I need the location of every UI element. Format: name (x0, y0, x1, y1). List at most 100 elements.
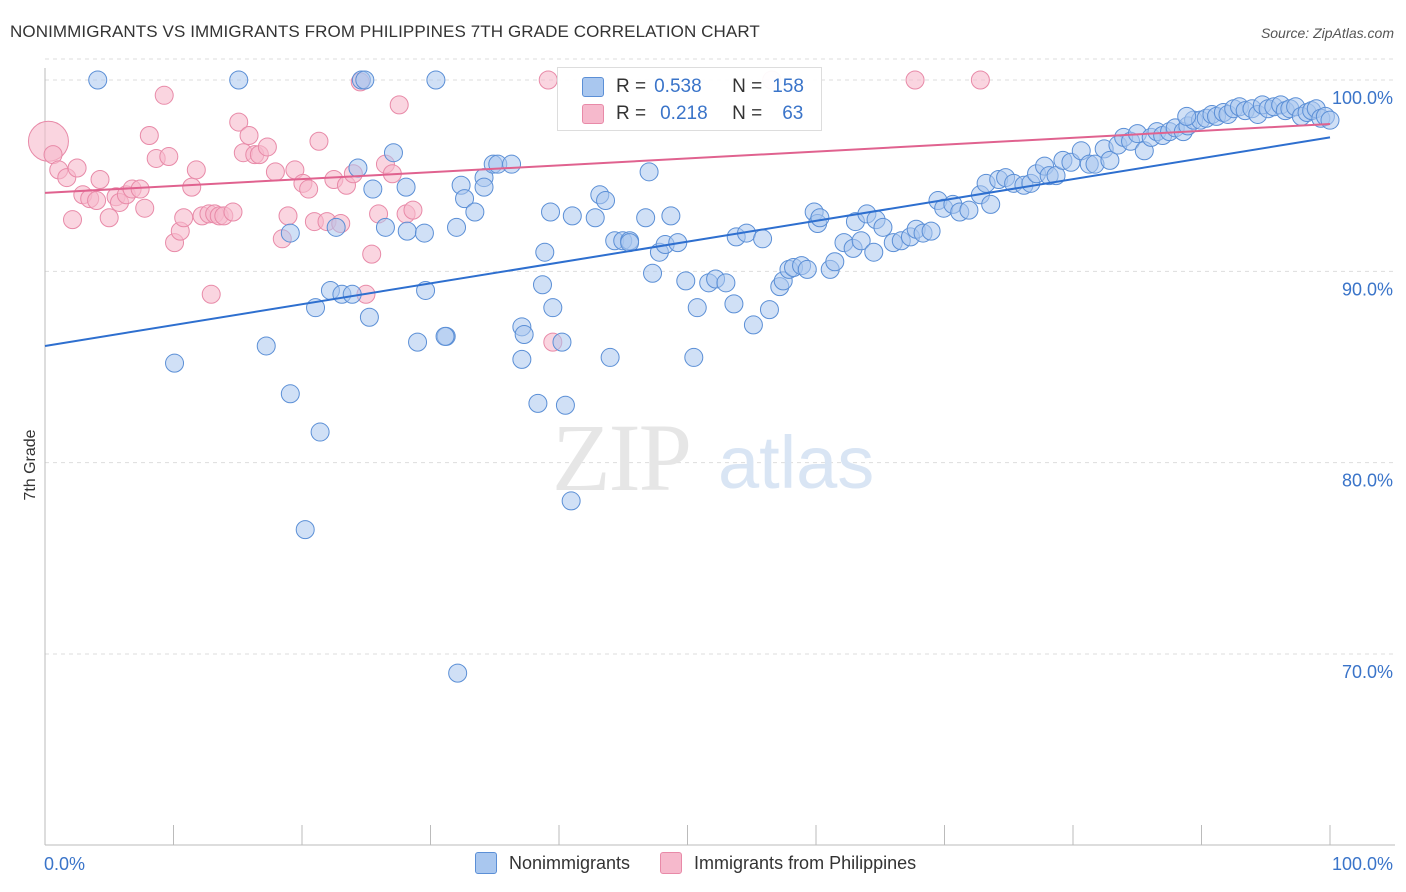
immigrants-points (27, 70, 990, 352)
nonimmigrants-point (753, 229, 773, 249)
nonimmigrants-point (532, 275, 552, 295)
nonimmigrants-point (864, 242, 884, 262)
legend-n-label: N = (732, 76, 763, 97)
nonimmigrants-point (383, 143, 403, 163)
immigrants-point (265, 162, 285, 182)
watermark: ZIP atlas (552, 404, 874, 511)
immigrants-point (159, 147, 179, 167)
source-label: Source: ZipAtlas.com (1260, 25, 1394, 41)
y-tick-label: 80.0% (1342, 471, 1393, 491)
nonimmigrants-point (512, 349, 532, 369)
immigrants-point (201, 284, 221, 304)
correlation-legend: R = 0.538 N = 158 R = 0.218 N = 63 (557, 67, 822, 131)
watermark-atlas: atlas (718, 421, 874, 504)
tick-labels: 70.0% 80.0% 90.0% 100.0% 0.0% 100.0% (44, 88, 1393, 874)
legend-n-label: N = (732, 103, 763, 124)
nonimmigrants-point (636, 208, 656, 228)
legend-r-value: 0.218 (660, 103, 708, 124)
nonimmigrants-point (981, 194, 1001, 214)
legend-row-nonimmigrants: R = 0.538 N = 158 (582, 75, 804, 99)
nonimmigrants-point (600, 347, 620, 367)
legend-item-nonimmigrants: Nonimmigrants (475, 852, 630, 874)
nonimmigrants-point (359, 307, 379, 327)
nonimmigrants-point (447, 217, 467, 237)
legend-row-immigrants: R = 0.218 N = 63 (582, 102, 803, 126)
immigrants-point (87, 191, 107, 211)
immigrants-point (223, 202, 243, 222)
immigrants-point (278, 206, 298, 226)
nonimmigrants-point (643, 263, 663, 283)
immigrants-point (90, 169, 110, 189)
immigrants-point (257, 137, 277, 157)
immigrants-point (182, 177, 202, 197)
nonimmigrants-point (397, 221, 417, 241)
nonimmigrants-point (543, 298, 563, 318)
nonimmigrants-point (1100, 150, 1120, 170)
nonimmigrants-point (759, 300, 779, 320)
immigrants-point (362, 244, 382, 264)
immigrants-point (139, 125, 159, 145)
legend-label: Immigrants from Philippines (694, 852, 917, 873)
nonimmigrants-point (348, 158, 368, 178)
legend-swatch-blue (475, 852, 497, 874)
nonimmigrants-point (408, 332, 428, 352)
y-tick-label: 90.0% (1342, 279, 1393, 299)
legend-r-value: 0.538 (654, 76, 702, 97)
axes (44, 68, 1395, 846)
nonimmigrants-point (448, 663, 468, 683)
legend-swatch-blue (582, 77, 604, 97)
nonimmigrants-point (810, 208, 830, 228)
trend-lines (44, 123, 1331, 347)
immigrants-point (63, 210, 83, 230)
legend-swatch-pink (660, 852, 683, 874)
immigrants-point (239, 125, 259, 145)
nonimmigrants-point (596, 191, 616, 211)
legend-swatch-pink (582, 104, 604, 124)
nonimmigrants-point (363, 179, 383, 199)
nonimmigrants-point (355, 70, 375, 90)
nonimmigrants-point (797, 259, 817, 279)
nonimmigrants-point (562, 206, 582, 226)
nonimmigrants-point (514, 324, 534, 344)
y-tick-label: 70.0% (1342, 662, 1393, 682)
nonimmigrants-point (426, 70, 446, 90)
nonimmigrants-point (396, 177, 416, 197)
nonimmigrants-point (1320, 110, 1340, 130)
nonimmigrants-point (620, 233, 640, 253)
nonimmigrants-point (474, 177, 494, 197)
nonimmigrants-point (921, 221, 941, 241)
immigrants-point (186, 160, 206, 180)
nonimmigrants-point (873, 217, 893, 237)
nonimmigrants-point (310, 422, 330, 442)
legend-item-immigrants: Immigrants from Philippines (660, 852, 916, 874)
nonimmigrants-point (256, 336, 276, 356)
nonimmigrants-point (165, 353, 185, 373)
nonimmigrants-point (851, 231, 871, 251)
nonimmigrants-point (639, 162, 659, 182)
nonimmigrants-point (724, 294, 744, 314)
nonimmigrants-point (435, 326, 455, 346)
immigrants-point (99, 208, 119, 228)
nonimmigrants-point (1177, 106, 1197, 126)
nonimmigrants-point (687, 298, 707, 318)
nonimmigrants-point (465, 202, 485, 222)
nonimmigrants-point (455, 189, 475, 209)
nonimmigrants-point (414, 223, 434, 243)
immigrants-trend-line (44, 123, 1331, 194)
nonimmigrants-point (326, 217, 346, 237)
immigrants-point (299, 179, 319, 199)
immigrants-point (154, 85, 174, 105)
nonimmigrants-point (88, 70, 108, 90)
immigrants-point (970, 70, 990, 90)
y-axis-label: 7th Grade (22, 429, 39, 500)
nonimmigrants-point (561, 491, 581, 511)
nonimmigrants-point (280, 384, 300, 404)
nonimmigrants-point (541, 202, 561, 222)
nonimmigrants-trend-line (44, 136, 1331, 347)
nonimmigrants-point (684, 347, 704, 367)
immigrants-point (389, 95, 409, 115)
legend-r-label: R = (616, 76, 647, 97)
nonimmigrants-point (416, 280, 436, 300)
immigrants-point (538, 70, 558, 90)
